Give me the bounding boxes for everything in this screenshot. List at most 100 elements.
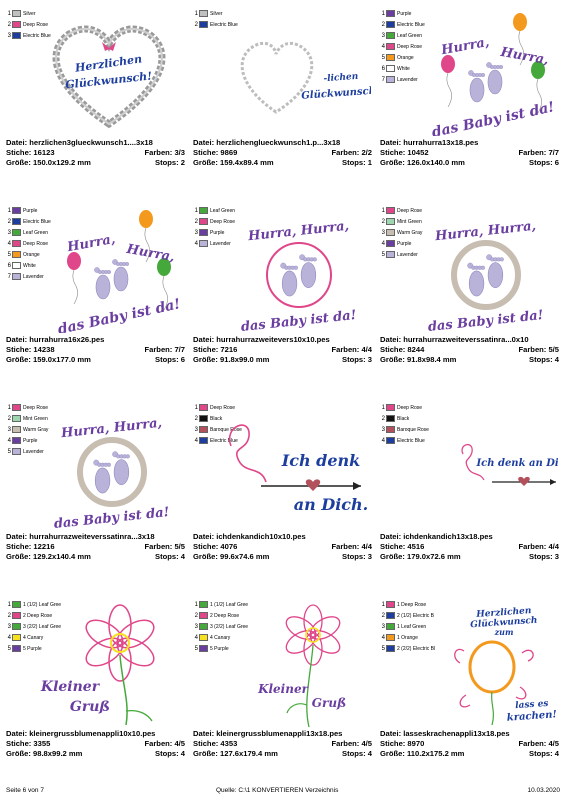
color-swatch xyxy=(386,240,395,247)
color-number: 3 xyxy=(194,623,198,630)
design-preview-svg: Hurra, Hurra,das Baby ist da! xyxy=(240,219,357,333)
color-number: 4 xyxy=(7,240,11,247)
stitch-count: Stiche: 12216 xyxy=(6,542,55,551)
color-row: 1 Deep Rose xyxy=(6,402,86,413)
design-card: 1 Deep Rose 2 Black 3 Baroque Rose 4 Electric B… xyxy=(380,402,561,599)
design-grid: 1 Silver 2 Deep Rose 3 Electric Blue Herzliche… xyxy=(6,8,561,796)
color-row: 5 2 (2/2) Electric Bl xyxy=(380,643,460,654)
color-swatch xyxy=(386,404,395,411)
color-swatch xyxy=(12,218,21,225)
color-swatch xyxy=(12,404,21,411)
color-number: 7 xyxy=(7,273,11,280)
color-count: Farben: 4/5 xyxy=(518,739,559,748)
color-name: Deep Rose xyxy=(210,219,235,225)
color-swatch xyxy=(12,207,21,214)
design-preview: Hurra, Hurra, das Baby ist da! xyxy=(408,209,558,333)
bow-icon xyxy=(102,42,116,51)
baby-foot-icon xyxy=(94,267,111,300)
color-label: Leaf Green xyxy=(23,229,49,236)
design-preview: Hurra, Hurra, das Baby ist da! xyxy=(408,12,558,136)
swirl-icon xyxy=(461,444,485,481)
color-name: Purple xyxy=(23,438,37,444)
color-row: 3 Warm Gray xyxy=(6,424,86,435)
color-name: Baroque Rose xyxy=(210,427,242,433)
design-preview: Kleiner Gruß xyxy=(221,603,371,727)
color-number: 3 xyxy=(194,229,198,236)
color-swatch xyxy=(199,437,208,444)
stop-count: Stops: 4 xyxy=(155,749,185,758)
color-swatch xyxy=(386,634,395,641)
color-label: Purple xyxy=(27,645,42,652)
design-preview-svg: Hurra, Hurra,das Baby ist da! xyxy=(427,219,544,333)
design-preview: Ich denk an Dich. xyxy=(221,406,371,530)
color-row: 4 1 Orange xyxy=(380,632,460,643)
color-row: 2 Electric Blue xyxy=(380,19,460,30)
color-number: 3 xyxy=(7,229,11,236)
color-label: Orange xyxy=(23,251,40,258)
color-label: Deep Rose xyxy=(23,240,49,247)
color-label: Canary xyxy=(214,634,231,641)
color-label: Purple xyxy=(210,229,225,236)
color-number: 5 xyxy=(381,645,385,652)
design-card: 1 Deep Rose 2 Mint Green 3 Warm Gray 4 Purple 5 L… xyxy=(380,205,561,402)
color-label: Baroque Rose xyxy=(397,426,429,433)
balloon-swirl-icon xyxy=(454,640,534,726)
color-swatch xyxy=(199,612,208,619)
color-label: Deep Rose xyxy=(210,218,236,225)
color-swatch xyxy=(199,623,208,630)
color-prefix: 1 xyxy=(210,601,213,608)
color-prefix: 1 xyxy=(397,601,400,608)
file-name: Datei: hurrahurrazweitevers10x10.pes xyxy=(193,335,330,344)
color-label: Black xyxy=(210,415,223,422)
color-row: 4 Electric Blue xyxy=(380,435,460,446)
color-swatch xyxy=(386,437,395,444)
color-number: 1 xyxy=(381,10,385,17)
art-text-1: Kleiner xyxy=(257,682,310,696)
color-name: 1 (1/2) Leaf Gree xyxy=(23,602,61,608)
color-number: 4 xyxy=(194,437,198,444)
color-swatch xyxy=(386,251,395,258)
color-swatch xyxy=(386,65,395,72)
color-name: Deep Rose xyxy=(397,405,422,411)
color-row: 2 Mint Green xyxy=(380,216,460,227)
color-number: 1 xyxy=(7,404,11,411)
color-number: 5 xyxy=(7,448,11,455)
color-name: 2 Deep Rose xyxy=(23,613,52,619)
color-number: 2 xyxy=(381,218,385,225)
stop-count: Stops: 3 xyxy=(529,552,559,561)
color-row: 7 Lavender xyxy=(380,74,460,85)
color-label: Deep Rose xyxy=(23,404,49,411)
color-swatch xyxy=(12,251,21,258)
pink-balloon-icon xyxy=(441,55,455,108)
art-text-2: das Baby ist da! xyxy=(427,308,544,333)
design-size: Größe: 99.6x74.6 mm xyxy=(193,552,270,561)
color-number: 4 xyxy=(381,634,385,641)
art-text-2: Glückwunsch! xyxy=(301,85,371,101)
color-name: Deep Rose xyxy=(23,405,48,411)
color-name: Silver xyxy=(23,11,36,17)
design-size: Größe: 159.0x177.0 mm xyxy=(6,355,91,364)
color-number: 1 xyxy=(381,404,385,411)
heart-wreath-icon xyxy=(52,25,166,129)
pink-balloon-icon xyxy=(67,252,81,305)
color-prefix: 5 xyxy=(210,645,213,652)
design-preview: Herzlichen Glückwunsch! xyxy=(34,12,184,136)
color-count: Farben: 5/5 xyxy=(518,345,559,354)
art-text-1: Kleiner xyxy=(40,679,101,695)
art-text-2: Gruß xyxy=(312,696,346,710)
color-swatch xyxy=(199,426,208,433)
color-swatch xyxy=(386,218,395,225)
stitch-count: Stiche: 4353 xyxy=(193,739,238,748)
stitch-count: Stiche: 8244 xyxy=(380,345,425,354)
color-label: Electric Blue xyxy=(397,437,425,444)
color-name: Mint Green xyxy=(23,416,48,422)
file-name: Datei: hurrahurrazweiteverssatinra...0x1… xyxy=(380,335,529,344)
color-count: Farben: 4/5 xyxy=(144,739,185,748)
file-name: Datei: hurrahurra16x26.pes xyxy=(6,335,105,344)
color-swatch xyxy=(12,273,21,280)
